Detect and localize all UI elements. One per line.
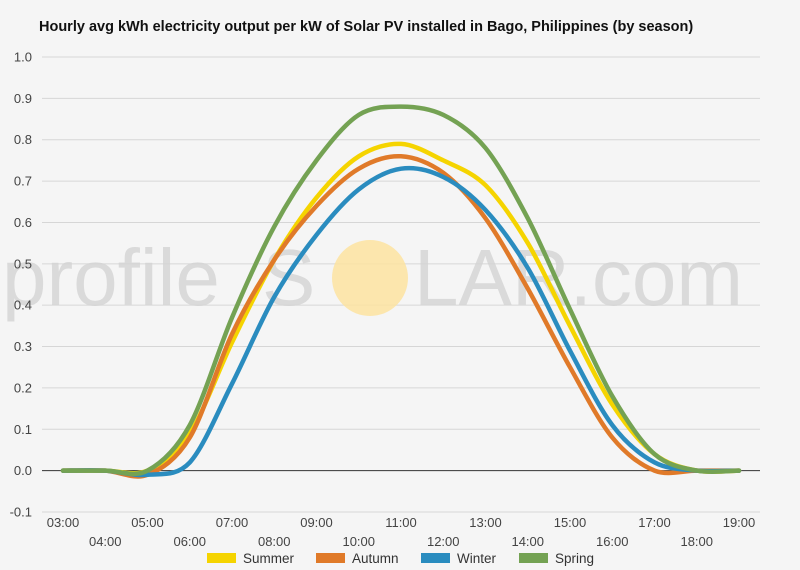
x-tick-label: 11:00 bbox=[385, 515, 417, 530]
x-tick-label: 08:00 bbox=[258, 534, 291, 549]
series-line-autumn bbox=[60, 154, 742, 479]
y-tick-label: 0.8 bbox=[14, 132, 32, 147]
x-tick-label: 05:00 bbox=[131, 515, 164, 530]
legend-swatch-autumn bbox=[316, 553, 345, 563]
y-tick-label: 0.2 bbox=[14, 380, 32, 395]
y-tick-label: -0.1 bbox=[10, 505, 32, 520]
x-tick-label: 13:00 bbox=[469, 515, 502, 530]
legend-label-spring: Spring bbox=[555, 551, 594, 566]
x-tick-label: 15:00 bbox=[554, 515, 587, 530]
y-tick-label: 0.7 bbox=[14, 174, 32, 189]
x-tick-label: 16:00 bbox=[596, 534, 629, 549]
x-tick-label: 18:00 bbox=[680, 534, 713, 549]
legend-layer: Summer Autumn Winter Spring bbox=[207, 551, 594, 566]
chart-title: Hourly avg kWh electricity output per kW… bbox=[39, 19, 694, 35]
x-tick-label: 07:00 bbox=[216, 515, 249, 530]
y-tick-label: 0.9 bbox=[14, 91, 32, 106]
legend-label-autumn: Autumn bbox=[352, 551, 399, 566]
x-tick-label: 19:00 bbox=[723, 515, 756, 530]
x-tick-label: 12:00 bbox=[427, 534, 460, 549]
watermark-text-end: LAR.com bbox=[414, 233, 743, 322]
y-tick-label: 1.0 bbox=[14, 50, 32, 65]
legend-swatch-spring bbox=[519, 553, 548, 563]
legend-swatch-summer bbox=[207, 553, 236, 563]
y-tick-label: 0.4 bbox=[14, 298, 32, 313]
y-tick-label: 0.6 bbox=[14, 215, 32, 230]
x-tick-label: 14:00 bbox=[511, 534, 544, 549]
x-tick-label: 06:00 bbox=[173, 534, 206, 549]
y-tick-label: 0.3 bbox=[14, 339, 32, 354]
watermark-sun bbox=[332, 240, 408, 316]
x-tick-label: 10:00 bbox=[342, 534, 375, 549]
y-tick-label: 0.1 bbox=[14, 422, 32, 437]
series-line-winter bbox=[60, 165, 742, 478]
series-layer bbox=[60, 104, 742, 479]
grid-layer bbox=[42, 56, 760, 513]
axis-layer: -0.1 0.0 0.1 0.2 0.3 0.4 0.5 0.6 0.7 0.8 0.9 1.0 03:… bbox=[10, 50, 760, 549]
y-tick-label: 0.5 bbox=[14, 256, 32, 271]
x-tick-label: 04:00 bbox=[89, 534, 122, 549]
watermark-text-left: profile bbox=[2, 233, 220, 322]
x-tick-label: 09:00 bbox=[300, 515, 333, 530]
x-tick-label: 03:00 bbox=[47, 515, 80, 530]
series-line-spring bbox=[60, 104, 742, 477]
legend-swatch-winter bbox=[421, 553, 450, 563]
x-tick-label: 17:00 bbox=[638, 515, 671, 530]
y-tick-label: 0.0 bbox=[14, 463, 32, 478]
legend-label-winter: Winter bbox=[457, 551, 497, 566]
series-line-summer bbox=[60, 141, 742, 476]
legend-label-summer: Summer bbox=[243, 551, 295, 566]
watermark: profile S LAR.com bbox=[2, 233, 743, 322]
